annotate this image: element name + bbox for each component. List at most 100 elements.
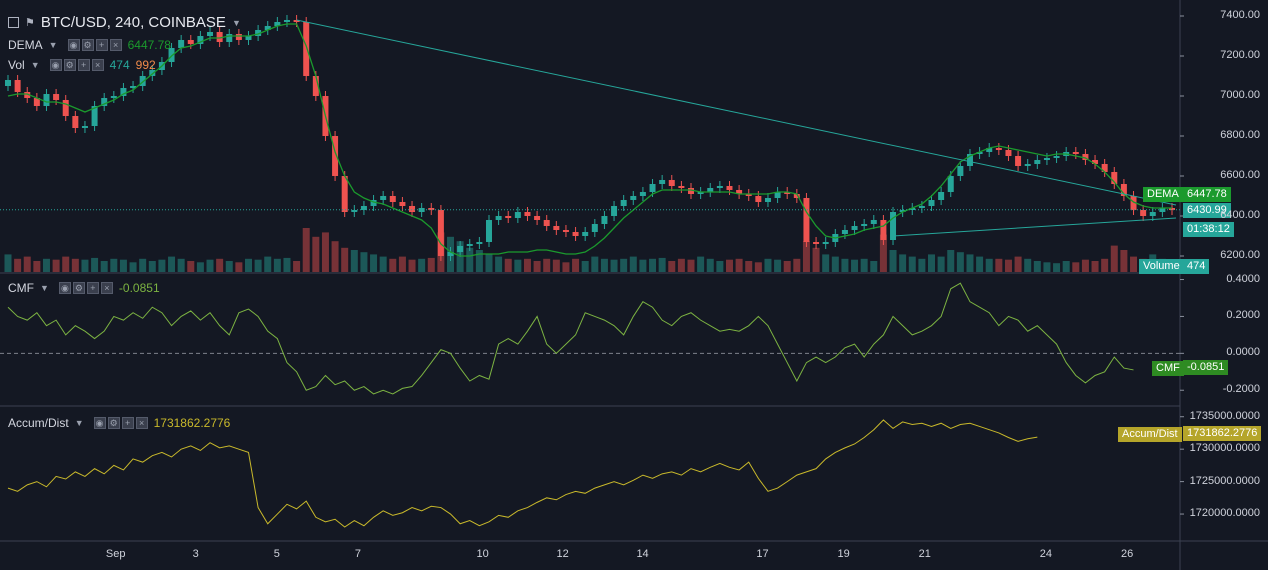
volume-bar <box>475 250 483 272</box>
candle-body <box>418 208 425 212</box>
countdown-tag: 01:38:12 <box>1183 222 1234 237</box>
candle-body <box>1140 210 1147 216</box>
candle-body <box>726 186 733 190</box>
plus-icon[interactable]: + <box>86 282 99 294</box>
volume-bar <box>14 258 22 272</box>
candle-body <box>793 194 800 198</box>
candle-body <box>197 36 204 44</box>
candle-body <box>187 40 194 44</box>
gear-icon[interactable]: ⚙ <box>63 59 76 71</box>
volume-bar <box>774 259 782 272</box>
volume-bar <box>831 256 839 272</box>
candle-body <box>14 80 21 92</box>
plus-icon[interactable]: + <box>121 417 134 429</box>
candle-body <box>909 208 916 210</box>
close-icon[interactable]: × <box>135 417 148 429</box>
volume-bar <box>966 254 974 272</box>
volume-bar <box>899 254 907 272</box>
volume-bar <box>119 259 127 272</box>
volume-bar <box>254 259 262 272</box>
chevron-down-icon[interactable]: ▼ <box>30 60 40 70</box>
candle-body <box>62 100 69 116</box>
candle-body <box>1130 196 1137 210</box>
cmf-line <box>7 282 1134 395</box>
gear-icon[interactable]: ⚙ <box>81 39 94 51</box>
candle-body <box>784 192 791 194</box>
candle-body <box>957 166 964 176</box>
time-axis-label: 14 <box>636 548 649 560</box>
volume-bar <box>860 258 868 272</box>
ad-label[interactable]: Accum/Dist <box>8 416 69 430</box>
candle-body <box>938 192 945 200</box>
candle-body <box>428 208 435 210</box>
symbol-title[interactable]: BTC/USD, 240, COINBASE <box>40 14 226 31</box>
gear-icon[interactable]: ⚙ <box>72 282 85 294</box>
cmf-tag-value: -0.0851 <box>1183 360 1229 375</box>
volume-bar <box>995 258 1003 272</box>
close-icon[interactable]: × <box>109 39 122 51</box>
eye-icon[interactable]: ◉ <box>58 282 71 294</box>
candle-body <box>1169 208 1175 210</box>
candle-body <box>736 190 743 194</box>
chevron-down-icon[interactable]: ▼ <box>231 17 241 28</box>
plus-icon[interactable]: + <box>95 39 108 51</box>
price-axis-label: 6200.00 <box>1220 249 1260 261</box>
volume-bar <box>764 258 772 272</box>
eye-icon[interactable]: ◉ <box>49 59 62 71</box>
candle-body <box>466 244 473 246</box>
candle-body <box>370 200 377 206</box>
time-axis-label: 5 <box>273 548 280 560</box>
chevron-down-icon[interactable]: ▼ <box>74 418 84 428</box>
volume-bar <box>889 250 897 272</box>
candle-body <box>476 242 483 244</box>
cmf-legend: CMF ▼ ◉ ⚙ + × -0.0851 <box>8 281 160 295</box>
close-icon[interactable]: × <box>100 282 113 294</box>
dema-line <box>7 23 1172 257</box>
volume-bar <box>321 232 329 272</box>
flag-icon[interactable]: ⚑ <box>25 17 35 29</box>
ad-tag-value: 1731862.2776 <box>1183 426 1262 441</box>
symbol-legend: ⚑ BTC/USD, 240, COINBASE ▼ <box>8 14 241 31</box>
chevron-down-icon[interactable]: ▼ <box>40 283 49 293</box>
candle-body <box>457 246 464 252</box>
candle-body <box>976 152 983 154</box>
volume-bar <box>543 258 551 272</box>
volume-bar <box>158 259 166 272</box>
volume-bar <box>581 261 589 272</box>
volume-bar <box>427 257 435 272</box>
candle-body <box>351 210 358 212</box>
close-icon[interactable]: × <box>91 59 104 71</box>
vol-label[interactable]: Vol <box>8 58 25 72</box>
dema-label[interactable]: DEMA <box>8 38 43 52</box>
plus-icon[interactable]: + <box>77 59 90 71</box>
candle-body <box>966 154 973 166</box>
price-axis-label: 1730000.0000 <box>1189 442 1260 455</box>
eye-icon[interactable]: ◉ <box>93 417 106 429</box>
gear-icon[interactable]: ⚙ <box>107 417 120 429</box>
cmf-label[interactable]: CMF <box>8 281 34 295</box>
candle-body <box>668 180 675 186</box>
volume-bar <box>947 250 955 272</box>
candle-body <box>409 206 416 212</box>
volume-bar <box>976 256 984 272</box>
chevron-down-icon[interactable]: ▼ <box>48 40 58 50</box>
volume-bar <box>148 261 156 272</box>
volume-bar <box>139 258 147 272</box>
volume-bar <box>206 259 214 272</box>
volume-bar <box>379 256 387 272</box>
volume-bar <box>398 256 406 272</box>
volume-bar <box>562 262 570 272</box>
candle-body <box>764 198 771 202</box>
candle-body <box>101 98 108 106</box>
cmf-tag-label: CMF <box>1152 361 1184 376</box>
volume-bar <box>302 228 310 272</box>
volume-bar <box>273 258 281 272</box>
candle-body <box>216 32 223 42</box>
candle-body <box>380 196 387 200</box>
candle-body <box>505 216 512 218</box>
collapse-icon[interactable] <box>8 17 19 28</box>
volume-bar <box>350 250 358 272</box>
volume-bar <box>62 256 70 272</box>
eye-icon[interactable]: ◉ <box>67 39 80 51</box>
